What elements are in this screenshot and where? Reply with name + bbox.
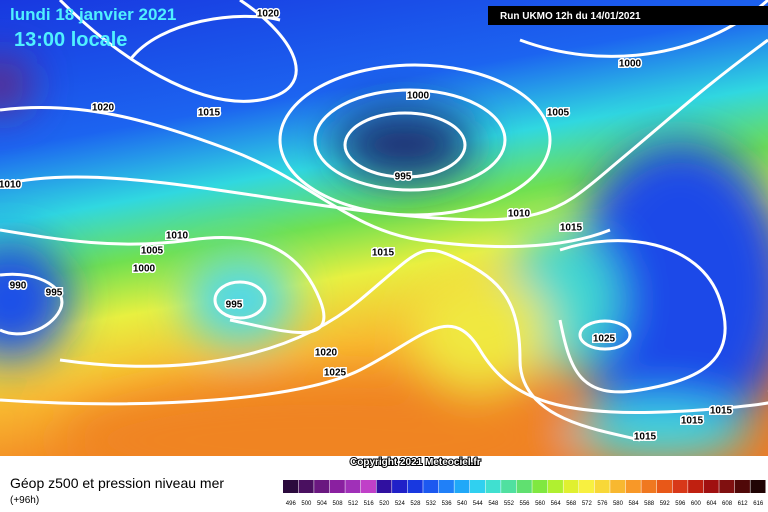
scale-label: 596 [675,501,686,507]
scale-label: 552 [504,501,515,507]
scale-label: 516 [364,501,375,507]
scale-swatch [641,480,657,493]
scale-swatch [610,480,626,493]
scale-swatch [532,480,548,493]
scale-label: 604 [706,501,717,507]
isobar-label: 990 [10,281,27,292]
scale-label: 616 [753,501,764,507]
scale-swatch [392,480,408,493]
isobar-label: 1020 [257,9,280,20]
isobar-labels: 1020 1020 1015 1010 1000 995 1005 1000 1010 1015 1… [0,7,734,444]
footer-lead: (+96h) [10,495,39,506]
isobar-label: 1015 [634,432,657,443]
scale-swatch [283,480,299,493]
scale-label: 580 [613,501,624,507]
scale-label: 504 [317,501,328,507]
isobar-label: 1015 [560,223,583,234]
scale-label: 524 [395,501,406,507]
scale-swatch [485,480,501,493]
scale-label: 528 [410,501,421,507]
scale-label: 556 [519,501,530,507]
scale-swatch [314,480,330,493]
isobar-label: 995 [226,300,243,311]
isobar-label: 1010 [166,231,189,242]
scale-label: 512 [348,501,359,507]
isobar-label: 1010 [0,180,22,191]
copyright: Copyright 2021 Meteociel.fr [350,457,481,468]
scale-label: 600 [691,501,702,507]
scale-label: 560 [535,501,546,507]
color-scale: 496 500 504 508 512 516 520 524 528 532 536 540 544 5… [283,480,766,507]
isobar-label: 1010 [508,209,531,220]
run-info: Run UKMO 12h du 14/01/2021 [500,11,641,22]
isobar-label: 995 [395,172,412,183]
scale-label: 536 [442,501,453,507]
isobar-label: 1000 [407,91,430,102]
footer-title: Géop z500 et pression niveau mer [10,475,224,491]
scale-swatch [454,480,470,493]
scale-label: 520 [379,501,390,507]
isobar-label: 1015 [198,108,221,119]
scale-swatch [563,480,579,493]
field [0,0,768,456]
scale-label: 500 [301,501,312,507]
scale-swatch [423,480,439,493]
scale-swatch [469,480,486,493]
scale-swatch [734,480,750,493]
title: lundi 18 janvier 2021 [10,5,176,24]
scale-swatch [516,480,532,493]
isobar-label: 1000 [133,264,156,275]
scale-swatch [407,480,423,493]
isobar-label: 1015 [710,406,733,417]
scale-label: 508 [333,501,344,507]
isobars [0,0,768,440]
scale-swatch [703,480,719,493]
scale-label: 572 [582,501,593,507]
scale-label: 544 [473,501,484,507]
scale-label: 608 [722,501,733,507]
scale-label: 576 [597,501,608,507]
scale-swatch [750,480,766,493]
run-box [488,6,768,25]
scale-label: 496 [286,501,297,507]
scale-label: 548 [488,501,499,507]
isobar-label: 1015 [372,248,395,259]
scale-swatch [329,480,345,493]
scale-swatch [579,480,595,493]
scale-swatch [594,480,610,493]
scale-swatch [376,480,392,493]
isobar-label: 1020 [92,103,115,114]
isobar-label: 1025 [324,368,347,379]
scale-label: 532 [426,501,437,507]
scale-swatch [656,480,673,493]
isobar-label: 995 [46,288,63,299]
scale-label: 588 [644,501,655,507]
scale-label: 612 [738,501,749,507]
subtitle: 13:00 locale [14,29,127,51]
scale-swatch [298,480,314,493]
isobar-label: 1005 [141,246,164,257]
scale-label: 564 [551,501,562,507]
isobar-label: 1005 [547,108,570,119]
isobar-label: 1025 [593,334,616,345]
scale-swatch [688,480,704,493]
scale-swatch [501,480,517,493]
scale-swatch [625,480,641,493]
isobar-label: 1000 [619,59,642,70]
scale-swatch [672,480,688,493]
scale-swatch [719,480,735,493]
isobar-label: 1020 [315,348,338,359]
scale-label: 584 [629,501,640,507]
scale-label: 592 [660,501,671,507]
scale-label: 568 [566,501,577,507]
scale-swatch [547,480,563,493]
scale-swatch [438,480,454,493]
isobar-label: 1015 [681,416,704,427]
scale-label: 540 [457,501,468,507]
scale-swatch [345,480,361,493]
scale-swatch [360,480,376,493]
